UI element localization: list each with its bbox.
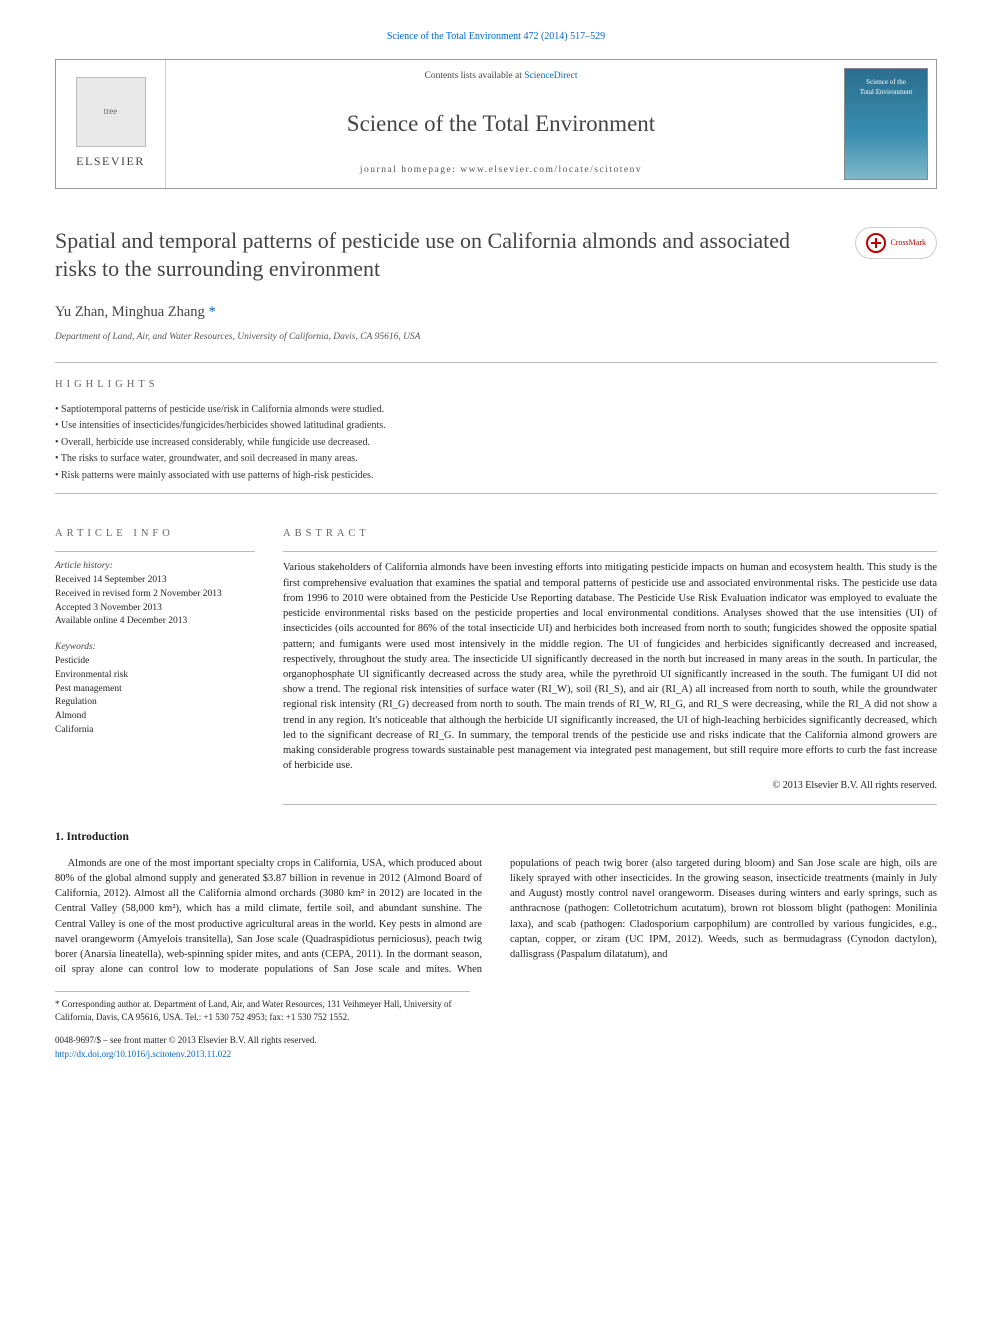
journal-cover-icon: Science of the Total Environment xyxy=(844,68,928,180)
keyword: Pesticide xyxy=(55,655,255,669)
intro-heading: 1. Introduction xyxy=(55,829,937,846)
received-date: Received 14 September 2013 xyxy=(55,574,255,588)
divider xyxy=(55,493,937,494)
crossmark-badge: CrossMark xyxy=(855,227,937,259)
highlight-item: Use intensities of insecticides/fungicid… xyxy=(55,419,937,434)
divider xyxy=(55,362,937,363)
rights-line: © 2013 Elsevier B.V. All rights reserved… xyxy=(283,779,937,794)
online-date: Available online 4 December 2013 xyxy=(55,615,255,629)
publisher-logo-block: tree ELSEVIER xyxy=(56,60,166,188)
article-info-header: ARTICLE INFO xyxy=(55,526,255,541)
top-journal-link[interactable]: Science of the Total Environment 472 (20… xyxy=(387,31,605,42)
intro-body: Almonds are one of the most important sp… xyxy=(55,856,937,978)
keyword: Almond xyxy=(55,710,255,724)
highlights-header: HIGHLIGHTS xyxy=(55,377,937,392)
highlight-item: Risk patterns were mainly associated wit… xyxy=(55,469,937,484)
contents-available: Contents lists available at ScienceDirec… xyxy=(176,70,826,84)
journal-cover-thumb: Science of the Total Environment xyxy=(836,60,936,188)
journal-homepage: journal homepage: www.elsevier.com/locat… xyxy=(176,164,826,178)
journal-header: tree ELSEVIER Contents lists available a… xyxy=(55,59,937,189)
contents-prefix: Contents lists available at xyxy=(424,71,524,81)
highlight-item: Overall, herbicide use increased conside… xyxy=(55,436,937,451)
publisher-name: ELSEVIER xyxy=(76,153,145,170)
journal-name: Science of the Total Environment xyxy=(176,107,826,140)
top-journal-ref: Science of the Total Environment 472 (20… xyxy=(55,30,937,45)
abstract-body: Various stakeholders of California almon… xyxy=(283,560,937,773)
corresponding-mark[interactable]: * xyxy=(208,304,215,320)
homepage-prefix: journal homepage: xyxy=(360,165,460,175)
thumb-line1: Science of the xyxy=(866,77,906,87)
article-title: Spatial and temporal patterns of pestici… xyxy=(55,227,835,284)
affiliation: Department of Land, Air, and Water Resou… xyxy=(55,331,937,345)
accepted-date: Accepted 3 November 2013 xyxy=(55,602,255,616)
divider xyxy=(55,551,255,552)
keyword: California xyxy=(55,724,255,738)
revised-date: Received in revised form 2 November 2013 xyxy=(55,588,255,602)
homepage-url: www.elsevier.com/locate/scitotenv xyxy=(460,165,642,175)
doi-link[interactable]: http://dx.doi.org/10.1016/j.scitotenv.20… xyxy=(55,1049,231,1059)
elsevier-tree-icon: tree xyxy=(76,77,146,147)
footer-meta: 0048-9697/$ – see front matter © 2013 El… xyxy=(55,1034,937,1060)
front-matter: 0048-9697/$ – see front matter © 2013 El… xyxy=(55,1034,937,1047)
keywords-label: Keywords: xyxy=(55,641,255,655)
highlights-list: Saptiotemporal patterns of pesticide use… xyxy=(55,403,937,484)
thumb-line2: Total Environment xyxy=(860,87,913,97)
highlight-item: The risks to surface water, groundwater,… xyxy=(55,452,937,467)
crossmark-badge-wrap[interactable]: CrossMark xyxy=(855,227,937,259)
article-info-col: ARTICLE INFO Article history: Received 1… xyxy=(55,512,255,805)
abstract-header: ABSTRACT xyxy=(283,526,937,541)
divider xyxy=(283,551,937,552)
keyword: Pest management xyxy=(55,683,255,697)
divider xyxy=(283,804,937,805)
crossmark-label: CrossMark xyxy=(890,237,926,249)
highlight-item: Saptiotemporal patterns of pesticide use… xyxy=(55,403,937,418)
history-label: Article history: xyxy=(55,560,255,574)
authors-line: Yu Zhan, Minghua Zhang * xyxy=(55,302,937,323)
authors-text: Yu Zhan, Minghua Zhang xyxy=(55,304,208,320)
corresponding-footnote: * Corresponding author at. Department of… xyxy=(55,998,470,1024)
intro-body-wrap: Almonds are one of the most important sp… xyxy=(55,856,937,978)
sciencedirect-link[interactable]: ScienceDirect xyxy=(524,71,577,81)
keyword: Regulation xyxy=(55,696,255,710)
info-abstract-row: ARTICLE INFO Article history: Received 1… xyxy=(55,512,937,805)
abstract-col: ABSTRACT Various stakeholders of Califor… xyxy=(283,512,937,805)
footnote-block: * Corresponding author at. Department of… xyxy=(55,991,470,1024)
journal-header-mid: Contents lists available at ScienceDirec… xyxy=(166,60,836,188)
crossmark-icon xyxy=(866,233,886,253)
keyword: Environmental risk xyxy=(55,669,255,683)
